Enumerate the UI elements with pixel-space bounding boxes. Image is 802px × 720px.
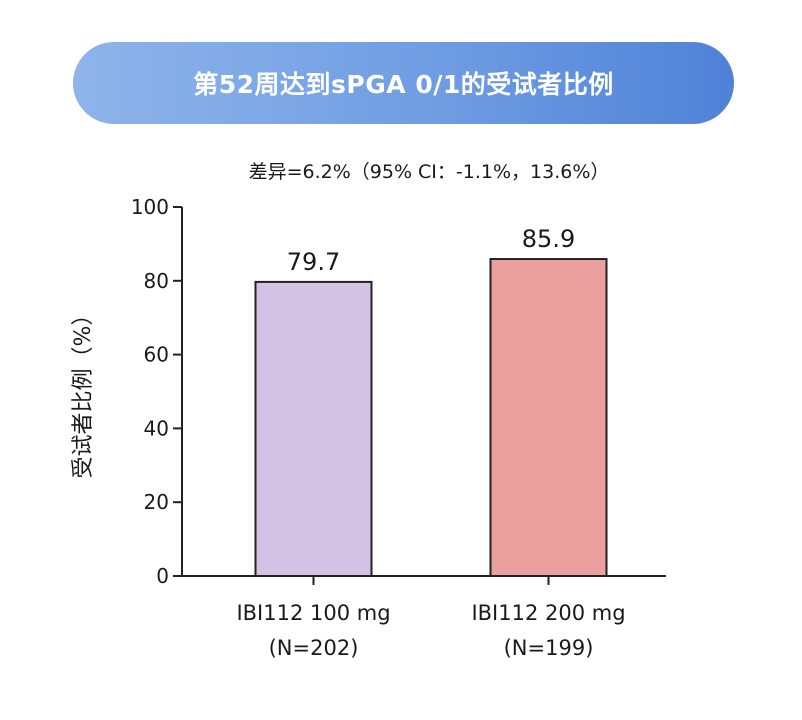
x-category-label: IBI112 200 mg <box>471 601 625 625</box>
y-tick-label: 100 <box>131 195 169 219</box>
bar-value-label: 85.9 <box>522 225 575 253</box>
y-tick-label: 80 <box>144 269 169 293</box>
bar-2 <box>489 258 608 577</box>
x-category-sublabel: (N=199) <box>504 636 594 660</box>
y-tick-label: 60 <box>144 343 169 367</box>
y-tick-label: 40 <box>144 416 169 440</box>
y-tick-label: 0 <box>156 564 169 588</box>
chart-title-banner: 第52周达到sPGA 0/1的受试者比例 <box>73 42 734 124</box>
bar-1 <box>254 280 373 577</box>
x-category-label: IBI112 100 mg <box>236 601 390 625</box>
bar-value-label: 79.7 <box>287 248 340 276</box>
y-tick-label: 20 <box>144 490 169 514</box>
chart-subtitle: 差异=6.2%（95% CI：-1.1%，13.6%） <box>249 161 610 183</box>
x-category-sublabel: (N=202) <box>269 636 359 660</box>
chart-title: 第52周达到sPGA 0/1的受试者比例 <box>193 70 614 99</box>
y-axis-label: 受试者比例（%） <box>71 304 96 479</box>
